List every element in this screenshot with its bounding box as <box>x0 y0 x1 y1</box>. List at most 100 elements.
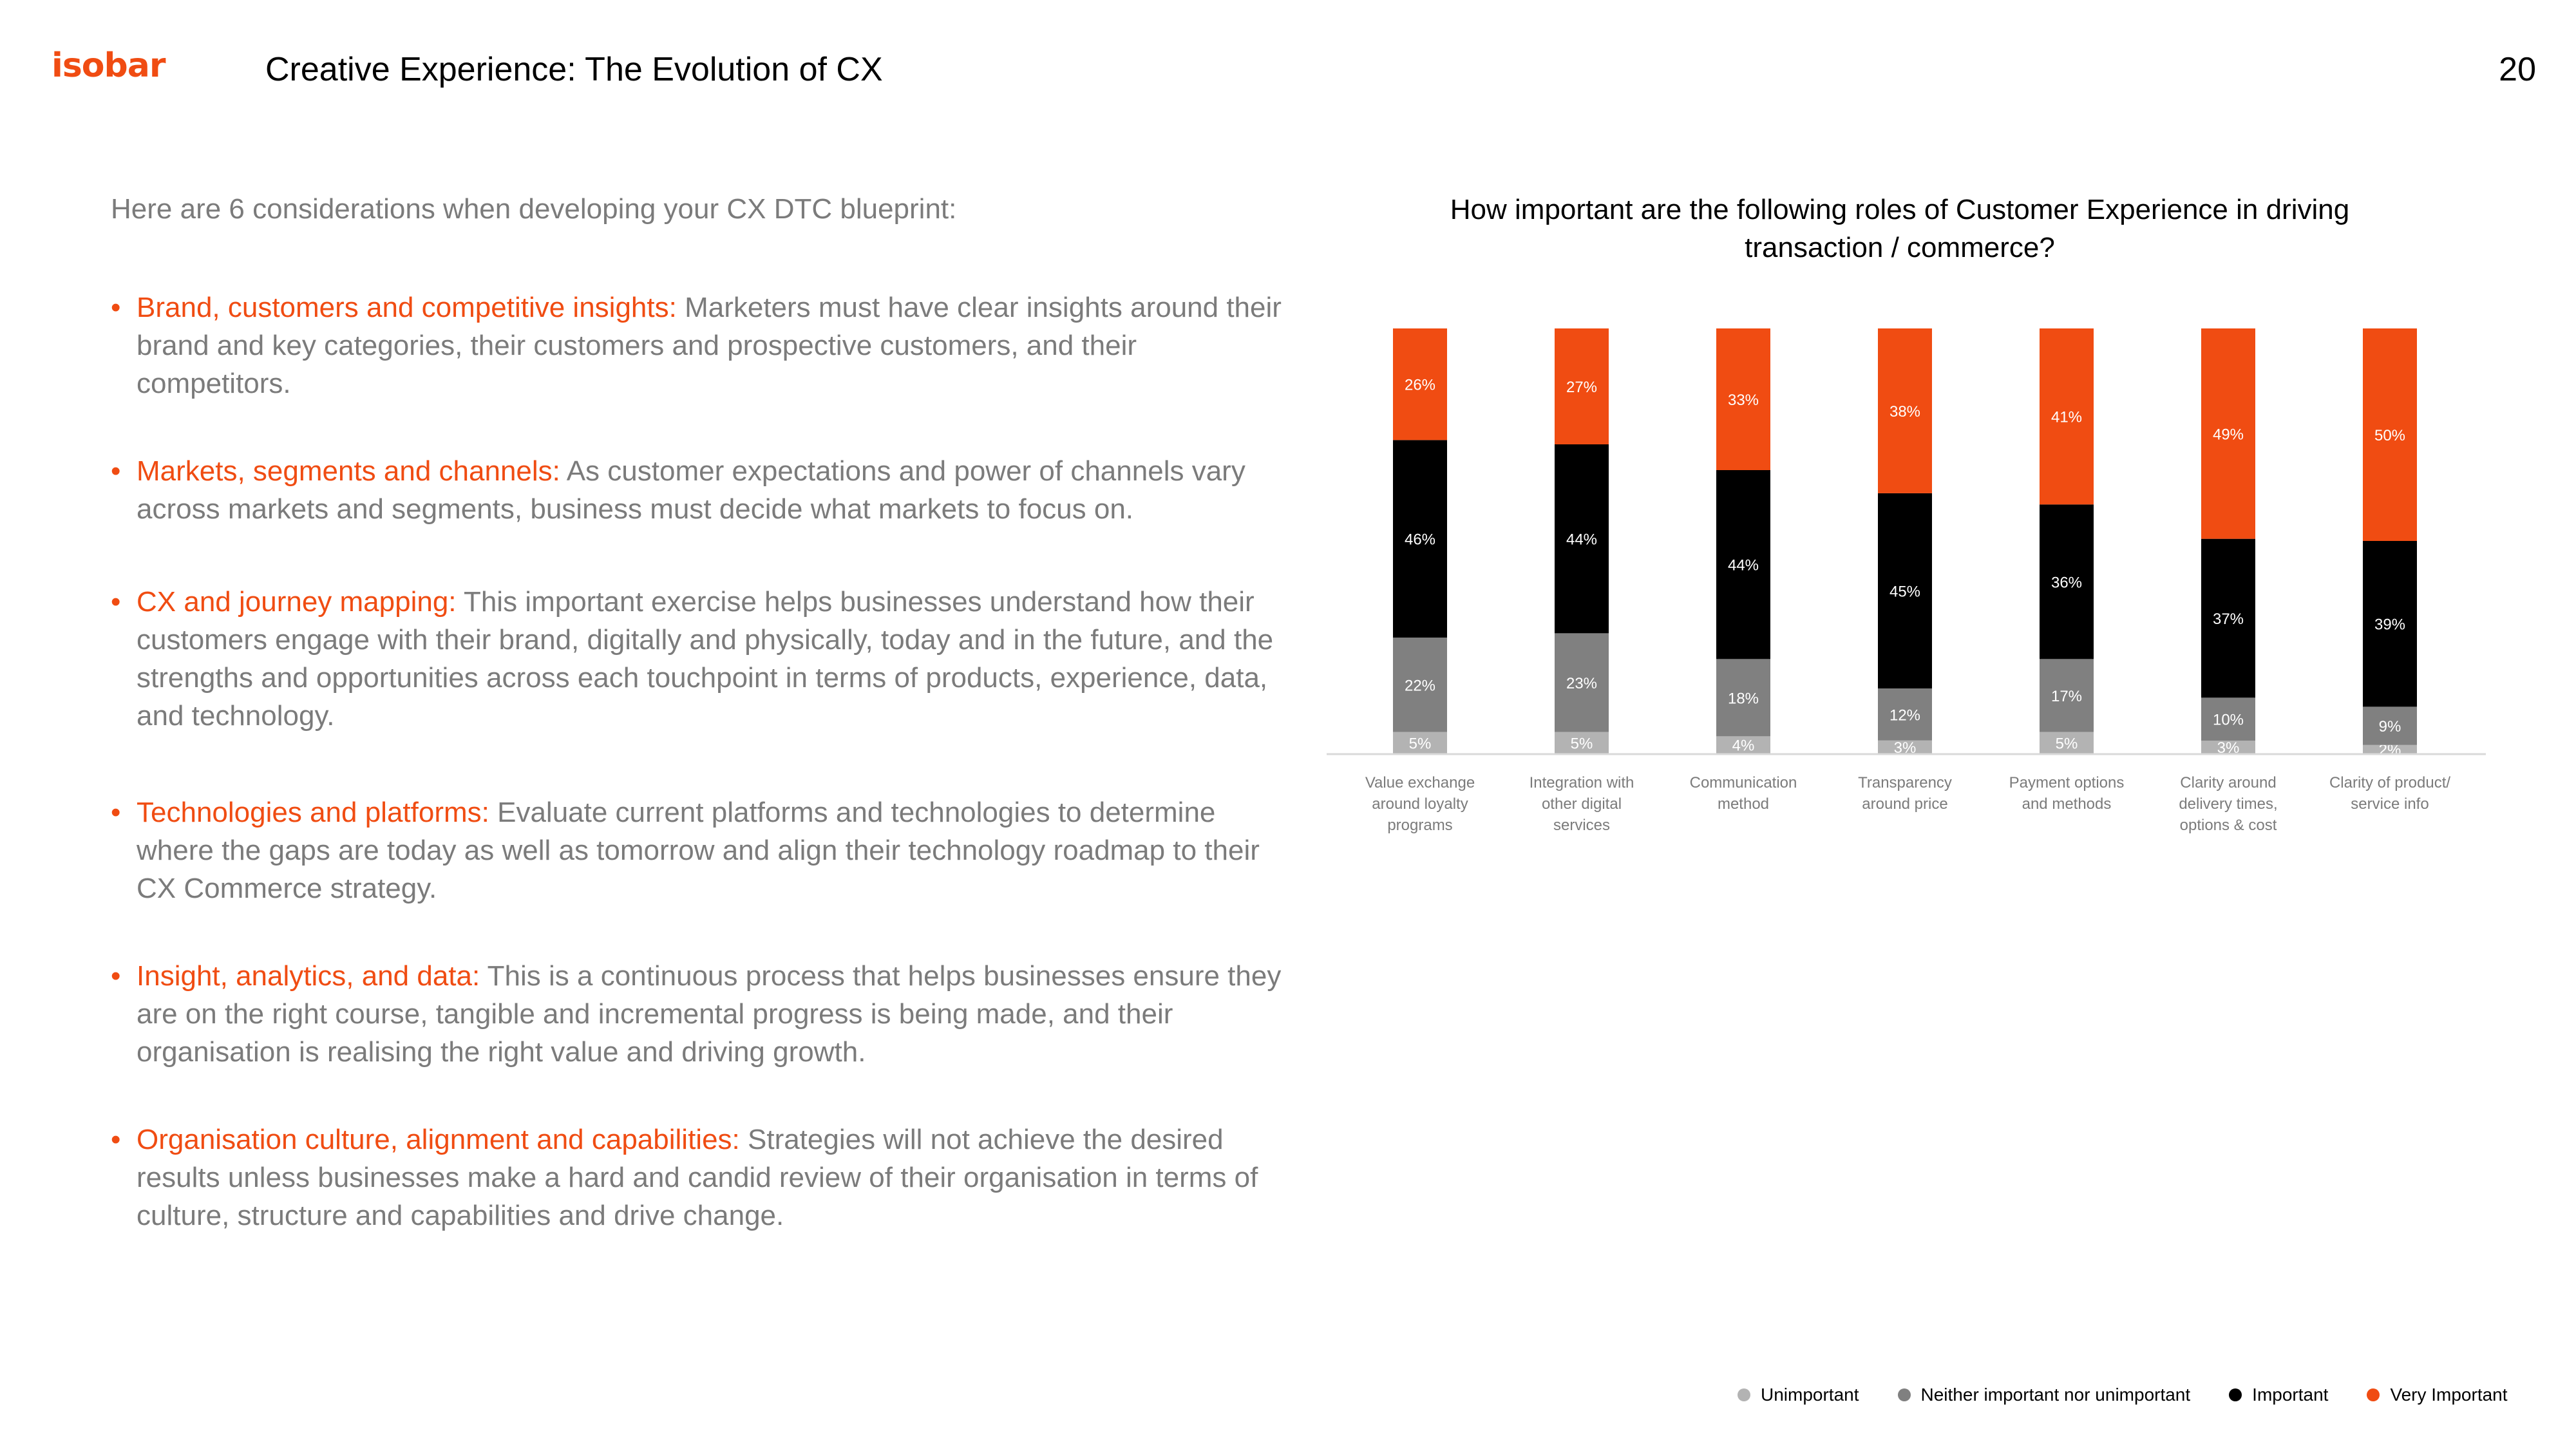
data-label: 33% <box>1728 392 1759 409</box>
bullet-dot-icon: • <box>111 1124 121 1155</box>
bullet-dot-icon: • <box>111 455 121 487</box>
data-label: 44% <box>1728 557 1759 574</box>
category-tick-label: Clarity around <box>2180 774 2276 791</box>
data-label: 27% <box>1566 379 1597 396</box>
category-tick-label: service info <box>2351 795 2429 813</box>
legend-swatch-icon <box>1738 1388 1750 1401</box>
data-label: 4% <box>1732 737 1755 755</box>
legend-item-very-important: Very Important <box>2367 1385 2508 1405</box>
intro-text: Here are 6 considerations when developin… <box>111 193 957 225</box>
data-label: 5% <box>2056 735 2078 752</box>
category-tick-label: options & cost <box>2180 817 2277 834</box>
consideration-heading: Insight, analytics, and data: <box>137 960 480 992</box>
consideration-text: Evaluate current platforms and technolog… <box>137 797 1260 904</box>
chart-title: How important are the following roles of… <box>1450 194 2350 263</box>
bullet-dot-icon: • <box>111 292 121 323</box>
category-tick-label: around price <box>1862 795 1947 813</box>
consideration-item: • Organisation culture, alignment and ca… <box>111 1121 1296 1235</box>
bar-segment <box>1555 328 1609 444</box>
legend-label: Very Important <box>2390 1385 2508 1405</box>
consideration-heading: Technologies and platforms: <box>137 797 489 828</box>
category-tick-label: around loyalty <box>1372 795 1468 813</box>
bar-segment <box>2363 744 2417 753</box>
legend-label: Important <box>2252 1385 2329 1405</box>
bar-segment <box>2040 504 2094 659</box>
data-label: 18% <box>1728 690 1759 707</box>
bar-segment <box>2363 541 2417 707</box>
consideration-text: Marketers must have clear insights aroun… <box>137 292 1282 399</box>
data-label: 38% <box>1889 403 1920 421</box>
category-tick-label: services <box>1553 817 1610 834</box>
bar-segment <box>1716 328 1770 470</box>
bar-segment <box>1716 659 1770 737</box>
data-label: 39% <box>2374 616 2405 634</box>
bullet-dot-icon: • <box>111 586 121 618</box>
data-label: 5% <box>1571 735 1593 752</box>
legend-item-important: Important <box>2229 1385 2328 1405</box>
consideration-item: • CX and journey mapping: This important… <box>111 583 1296 735</box>
data-label: 9% <box>2379 718 2401 735</box>
bar-segment <box>1716 470 1770 659</box>
data-label: 23% <box>1566 675 1597 692</box>
considerations-list: • Brand, customers and competitive insig… <box>111 289 1296 1235</box>
bar-segment <box>2363 328 2417 541</box>
consideration-text: Strategies will not achieve the desired … <box>137 1124 1258 1231</box>
bar-segment <box>1716 736 1770 753</box>
legend-swatch-icon <box>1897 1388 1911 1401</box>
bar-segment <box>1878 740 1932 753</box>
bar-segment <box>1878 493 1932 688</box>
category-tick-label: Value exchange <box>1365 774 1475 791</box>
data-label: 36% <box>2051 574 2082 591</box>
chart-legend: Unimportant Neither important nor unimpo… <box>1738 1385 2508 1405</box>
bullet-dot-icon: • <box>111 797 121 828</box>
bar-segment <box>1878 328 1932 493</box>
category-tick-label: Transparency <box>1858 774 1952 791</box>
bar-segment <box>1878 688 1932 741</box>
category-tick-label: method <box>1718 795 1769 813</box>
consideration-text: This important exercise helps businesses… <box>137 586 1274 732</box>
category-tick-label: and methods <box>2022 795 2112 813</box>
data-label: 50% <box>2374 427 2405 444</box>
bar-segment <box>1555 444 1609 634</box>
category-tick-label: Integration with <box>1530 774 1634 791</box>
bar-segment <box>2363 706 2417 745</box>
data-label: 10% <box>2213 712 2244 729</box>
bar-segment <box>1393 732 1447 753</box>
consideration-text: This is a continuous process that helps … <box>137 960 1282 1068</box>
consideration-heading: CX and journey mapping: <box>137 586 457 618</box>
legend-swatch-icon <box>2229 1388 2242 1401</box>
category-tick-label: Communication <box>1690 774 1797 791</box>
data-label: 41% <box>2051 409 2082 426</box>
stacked-bar-chart: 5% 22% 46% 26% Value exchange around loyalty p… <box>1327 328 2486 834</box>
isobar-logo: isobar <box>52 46 166 85</box>
bar-segment <box>1555 633 1609 732</box>
bar-segment <box>1393 638 1447 732</box>
legend-label: Unimportant <box>1761 1385 1859 1405</box>
consideration-heading: Organisation culture, alignment and capa… <box>137 1124 740 1155</box>
category-tick-label: Payment options <box>2009 774 2125 791</box>
consideration-text: As customer expectations and power of ch… <box>137 455 1245 525</box>
category-tick-label: delivery times, <box>2179 795 2277 813</box>
bar-segment <box>1393 328 1447 440</box>
consideration-heading: Markets, segments and channels: <box>137 455 560 487</box>
slide-title: Creative Experience: The Evolution of CX <box>265 51 883 88</box>
data-label: 37% <box>2213 611 2244 628</box>
data-label: 44% <box>1566 531 1597 549</box>
bar-segment <box>1393 440 1447 638</box>
bar-segment <box>2201 741 2255 753</box>
data-label: 49% <box>2213 426 2244 443</box>
legend-item-neither: Neither important nor unimportant <box>1897 1385 2190 1405</box>
legend-swatch-icon <box>2367 1388 2380 1401</box>
bar-segment <box>2040 328 2094 505</box>
bar-segment <box>2201 328 2255 539</box>
consideration-item: • Insight, analytics, and data: This is … <box>111 957 1296 1071</box>
category-tick-label: other digital <box>1542 795 1622 813</box>
legend-item-unimportant: Unimportant <box>1738 1385 1859 1405</box>
data-label: 22% <box>1405 677 1435 694</box>
category-tick-label: programs <box>1387 817 1452 834</box>
bar-segment <box>1555 732 1609 753</box>
bar-segment <box>2201 697 2255 741</box>
data-label: 17% <box>2051 688 2082 705</box>
data-label: 45% <box>1889 583 1920 600</box>
consideration-item: • Markets, segments and channels: As cus… <box>111 452 1296 528</box>
